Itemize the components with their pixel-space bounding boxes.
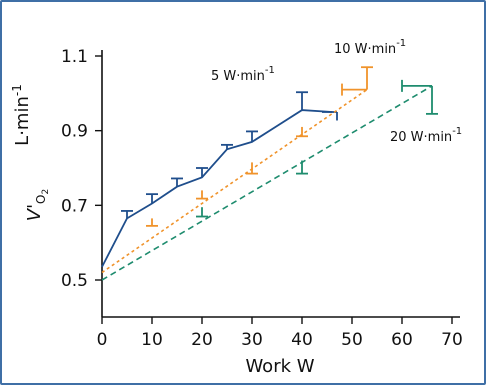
error-bar xyxy=(146,193,158,204)
y-tick-label: 0.5 xyxy=(61,271,88,291)
error-bar xyxy=(296,91,308,111)
y-tick-label: 0.7 xyxy=(61,196,88,216)
y-axis-unit-text: L·min xyxy=(12,96,33,146)
y-axis-unit-exp: -1 xyxy=(10,84,24,96)
y-tick-label: 1.1 xyxy=(61,47,88,67)
error-bar xyxy=(322,111,338,121)
y-axis-symbol-sub: O xyxy=(34,195,48,204)
x-tick-label: 70 xyxy=(441,330,463,350)
error-bar xyxy=(121,210,133,219)
ticks: 0 10 20 30 40 50 60 70 0.5 0.7 0.9 1.1 xyxy=(61,47,463,350)
series-line-1 xyxy=(101,88,368,274)
y-axis-title: V'O2 xyxy=(24,189,51,221)
series-label-5w: 5 W·min-1 xyxy=(211,65,275,84)
x-tick-label: 30 xyxy=(241,330,263,350)
x-tick-label: 40 xyxy=(291,330,313,350)
series-line-0 xyxy=(101,109,333,268)
error-bar xyxy=(146,218,158,227)
error-bar xyxy=(361,66,373,90)
error-bar xyxy=(401,79,432,92)
series-label-10w: 10 W·min-1 xyxy=(334,38,406,57)
error-bar xyxy=(296,126,308,138)
svg-text:L·min-1: L·min-1 xyxy=(10,84,33,146)
svg-text:V'O2: V'O2 xyxy=(24,189,51,221)
x-axis-title: Work W xyxy=(245,356,314,377)
y-axis-unit: L·min-1 xyxy=(10,84,33,146)
x-tick-label: 0 xyxy=(97,330,108,350)
error-bar xyxy=(426,85,438,115)
x-tick-label: 50 xyxy=(341,330,363,350)
error-bar xyxy=(171,177,183,187)
error-bar xyxy=(341,83,367,96)
x-tick-label: 10 xyxy=(141,330,163,350)
error-bar xyxy=(246,162,258,175)
error-bar xyxy=(246,130,258,142)
y-tick-label: 0.9 xyxy=(61,122,88,142)
error-bar xyxy=(196,167,208,178)
error-bar xyxy=(221,143,233,150)
axes xyxy=(101,50,460,318)
x-tick-label: 20 xyxy=(191,330,213,350)
error-bar xyxy=(196,207,208,218)
series-line-2 xyxy=(101,85,433,281)
series-labels: 5 W·min-1 10 W·min-1 20 W·min-1 xyxy=(211,38,462,145)
error-bar xyxy=(296,160,308,175)
y-axis-symbol-subsub: 2 xyxy=(41,189,51,195)
series-layer xyxy=(101,66,438,281)
y-axis-symbol: V' xyxy=(24,204,45,221)
x-tick-label: 60 xyxy=(391,330,413,350)
series-label-20w: 20 W·min-1 xyxy=(390,126,462,145)
error-bar xyxy=(196,190,208,200)
